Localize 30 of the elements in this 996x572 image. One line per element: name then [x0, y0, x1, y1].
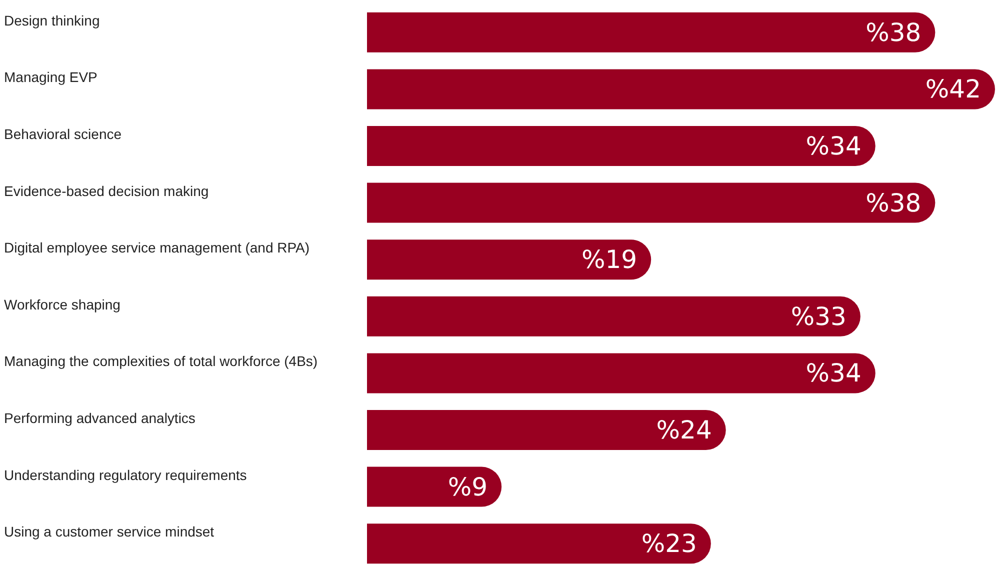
data-label: %9 — [448, 472, 488, 502]
bar — [367, 126, 876, 166]
y-tick-label: Managing the complexities of total workforce (4Bs) — [4, 353, 318, 370]
data-label: %34 — [806, 358, 862, 388]
data-label: %23 — [641, 529, 697, 558]
data-label: %38 — [866, 188, 922, 218]
data-label: %19 — [582, 245, 638, 274]
bar — [367, 182, 936, 223]
bar — [367, 296, 860, 336]
y-tick-label: Design thinking — [4, 12, 100, 28]
data-label: %38 — [866, 18, 922, 47]
data-label: %24 — [656, 416, 712, 444]
bar — [367, 524, 711, 564]
bar — [367, 69, 995, 110]
data-label: %42 — [925, 74, 981, 104]
y-tick-label: Managing EVP — [4, 69, 98, 86]
y-tick-label: Workforce shaping — [4, 296, 120, 312]
bar — [367, 466, 502, 507]
y-tick-label: Behavioral science — [4, 126, 122, 142]
y-tick-label: Using a customer service mindset — [4, 524, 214, 540]
bar — [367, 12, 936, 52]
y-tick-label: Evidence-based decision making — [4, 182, 209, 199]
y-tick-label: Performing advanced analytics — [4, 410, 196, 426]
data-label: %33 — [790, 302, 846, 331]
y-tick-label: Digital employee service management (and RPA) — [4, 240, 310, 256]
bar — [367, 410, 726, 450]
data-label: %34 — [806, 132, 862, 160]
bar — [367, 353, 876, 394]
bar — [367, 240, 652, 280]
y-tick-label: Understanding regulatory requirements — [4, 466, 247, 483]
